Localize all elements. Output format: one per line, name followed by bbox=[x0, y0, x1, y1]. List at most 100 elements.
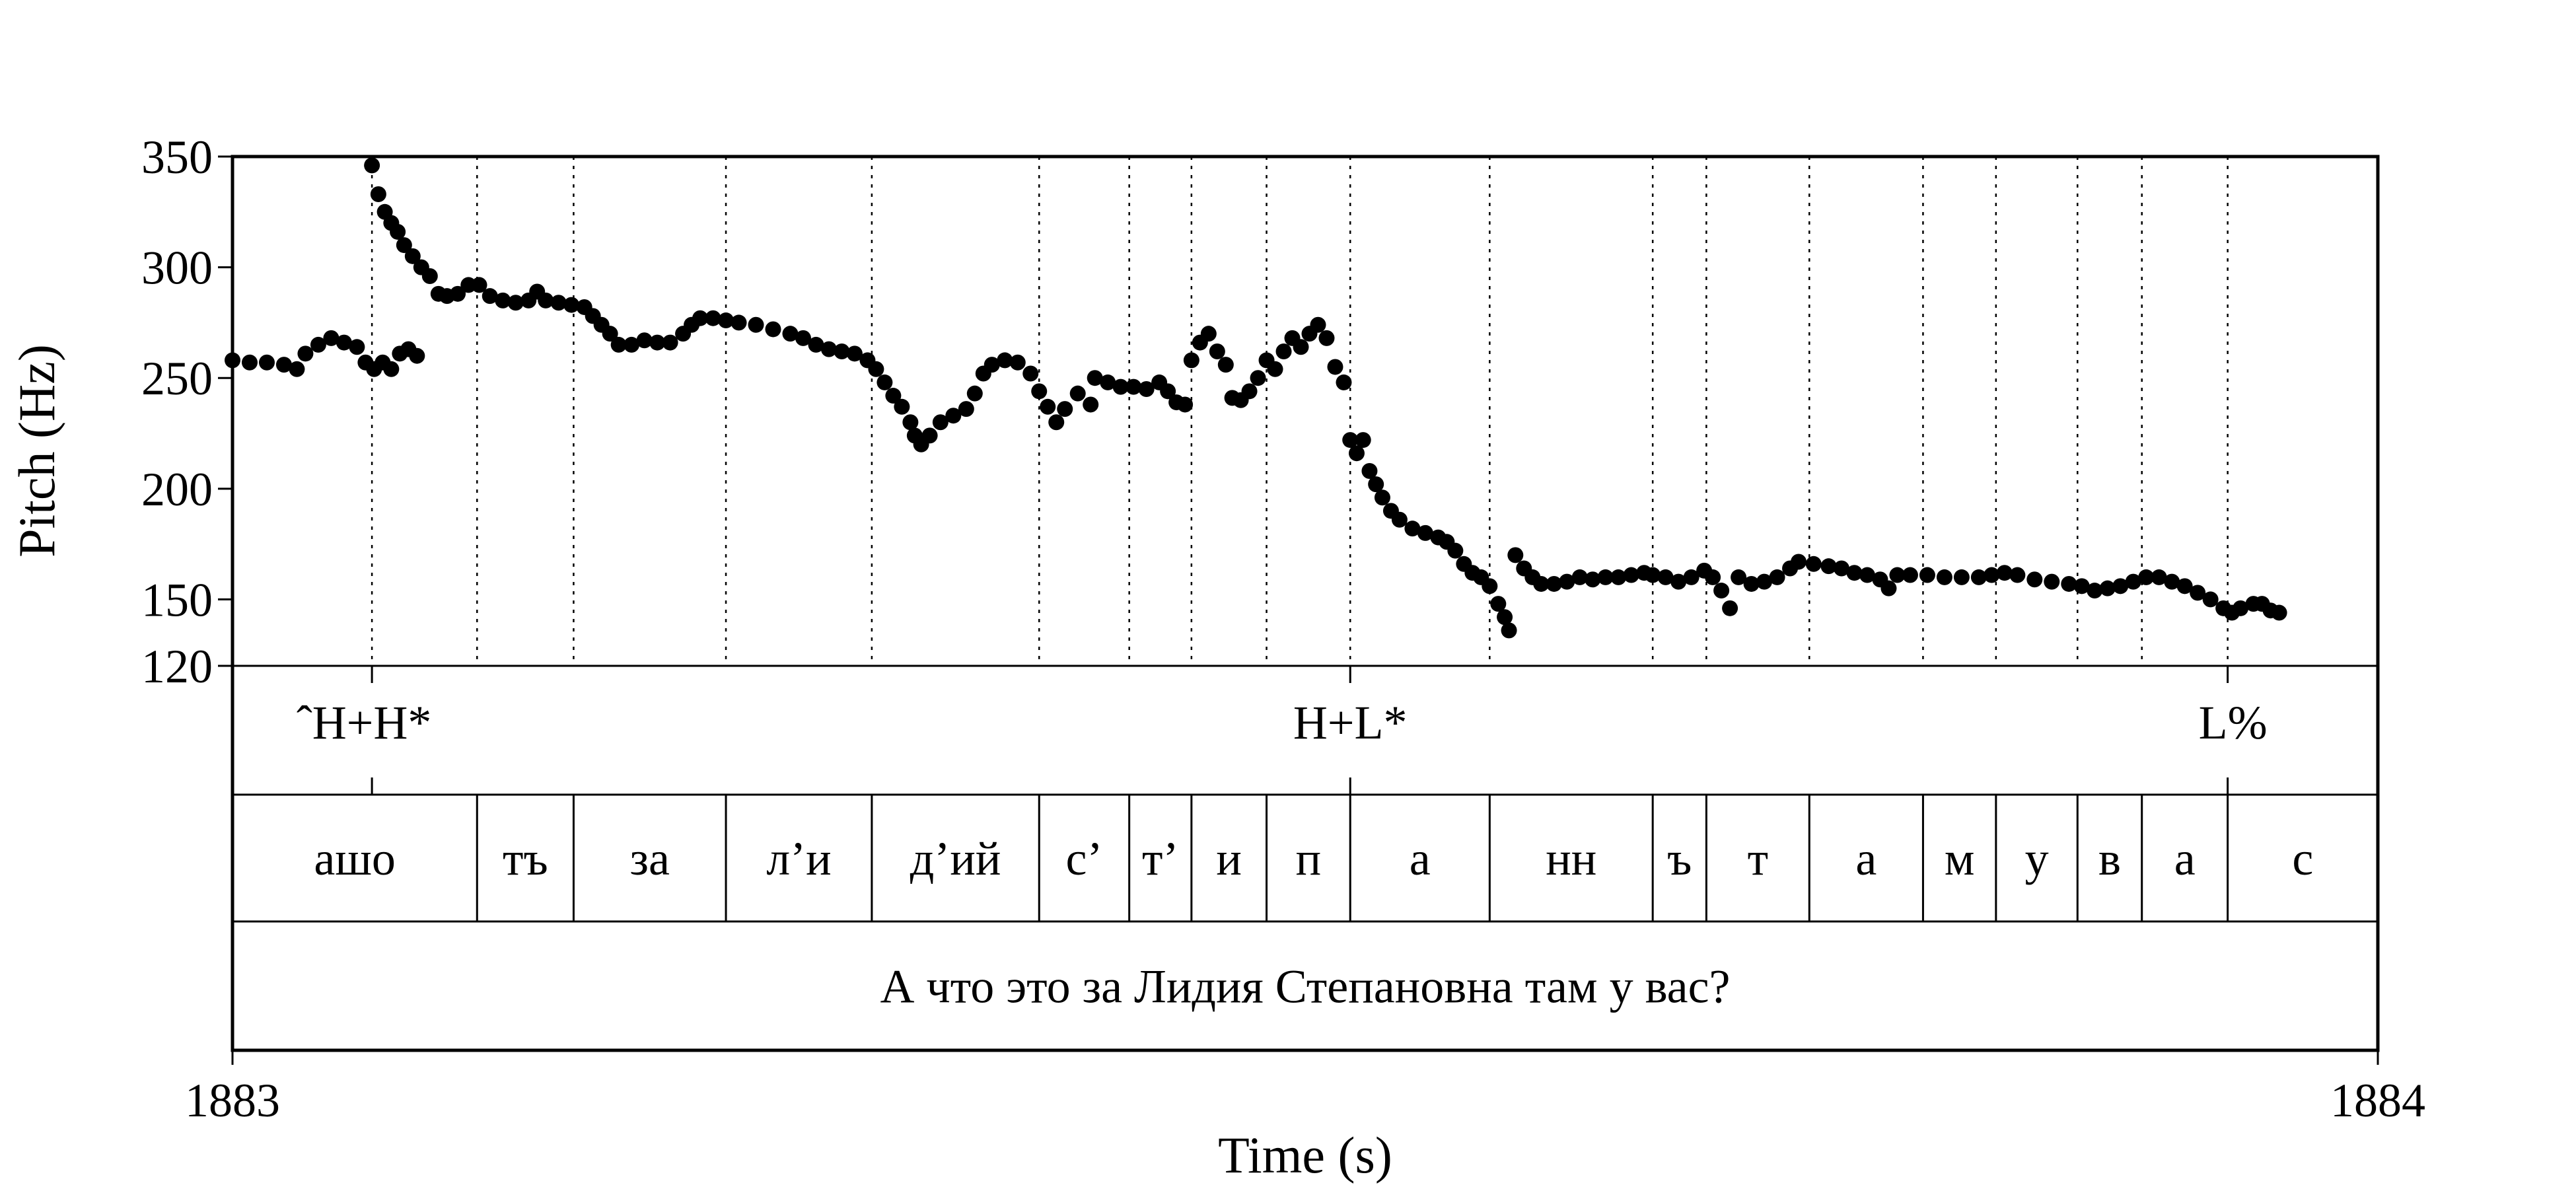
pitch-point bbox=[1250, 370, 1266, 386]
pitch-point bbox=[731, 314, 747, 331]
pitch-point bbox=[2138, 569, 2155, 585]
pitch-point bbox=[1057, 401, 1073, 417]
pitch-point bbox=[1623, 567, 1639, 583]
pitch-point bbox=[1022, 365, 1039, 382]
pitch-point bbox=[1936, 569, 1952, 585]
pitch-point bbox=[1177, 396, 1194, 413]
pitch-point bbox=[370, 186, 386, 202]
pitch-point bbox=[1342, 432, 1359, 449]
pitch-point bbox=[1705, 569, 1721, 585]
segment-label: м bbox=[1945, 832, 1975, 885]
segment-label: ъ bbox=[1667, 832, 1692, 885]
pitch-point bbox=[563, 297, 580, 313]
pitch-point bbox=[1919, 567, 1935, 583]
pitch-point bbox=[364, 157, 380, 174]
pitch-point bbox=[450, 285, 466, 302]
pitch-point bbox=[225, 352, 240, 369]
pitch-point bbox=[1501, 622, 1517, 639]
pitch-point bbox=[1209, 343, 1225, 359]
pitch-point bbox=[2026, 571, 2043, 588]
pitch-point bbox=[636, 332, 653, 349]
grid-and-tier-lines bbox=[231, 155, 2380, 1065]
pitch-point bbox=[1087, 370, 1103, 386]
pitch-point bbox=[1267, 361, 1283, 377]
pitch-point bbox=[1048, 414, 1065, 431]
pitch-point bbox=[383, 361, 400, 377]
pitch-point bbox=[1645, 567, 1661, 583]
pitch-point bbox=[471, 277, 487, 293]
pitch-point bbox=[1126, 378, 1142, 395]
y-tick-label: 300 bbox=[141, 242, 213, 295]
pitch-point bbox=[538, 292, 554, 308]
pitch-point bbox=[1585, 571, 1601, 588]
pitch-point bbox=[1368, 476, 1384, 493]
pitch-point bbox=[495, 292, 511, 308]
segment-label: д’ий bbox=[910, 832, 1001, 885]
pitch-point bbox=[1327, 359, 1343, 375]
pitch-point bbox=[1820, 558, 1837, 575]
segment-label: с’ bbox=[1065, 832, 1102, 885]
pitch-point bbox=[1670, 573, 1687, 590]
pitch-point bbox=[1482, 578, 1498, 594]
pitch-point bbox=[984, 357, 1000, 373]
pitch-point bbox=[2271, 604, 2287, 621]
pitch-point bbox=[1683, 569, 1699, 585]
pitch-point bbox=[902, 414, 919, 431]
pitch-point bbox=[1217, 357, 1234, 373]
pitch-point bbox=[997, 352, 1013, 369]
pitch-point bbox=[1846, 565, 1863, 581]
pitch-point bbox=[1756, 573, 1773, 590]
pitch-point bbox=[2176, 578, 2193, 594]
pitch-point bbox=[1138, 380, 1155, 397]
pitch-point bbox=[958, 401, 974, 417]
pitch-point bbox=[1404, 521, 1421, 537]
pitch-point bbox=[310, 336, 326, 353]
y-tick-label: 250 bbox=[141, 352, 213, 405]
segment-label: а bbox=[1855, 832, 1877, 885]
pitch-point bbox=[624, 336, 640, 353]
pitch-point bbox=[795, 330, 811, 346]
pitch-point bbox=[1731, 569, 1747, 585]
pitch-point bbox=[2061, 575, 2077, 592]
pitch-point bbox=[404, 248, 421, 264]
pitch-point bbox=[1031, 383, 1048, 400]
pitch-point bbox=[1533, 575, 1550, 592]
pitch-point bbox=[808, 336, 824, 353]
pitch-point bbox=[932, 414, 948, 431]
pitch-point bbox=[1391, 511, 1408, 528]
segment-label: п bbox=[1296, 832, 1322, 885]
pitch-point bbox=[1355, 432, 1371, 449]
pitch-point bbox=[323, 330, 340, 346]
pitch-point bbox=[1447, 542, 1464, 559]
pitch-point bbox=[1318, 330, 1335, 346]
pitch-point bbox=[2151, 569, 2167, 585]
pitch-point bbox=[289, 361, 305, 377]
pitch-point bbox=[2202, 591, 2219, 608]
y-tick-label: 350 bbox=[141, 131, 213, 184]
y-axis-ticks: 120 150 200 250 300 350 bbox=[141, 131, 233, 693]
pitch-point bbox=[2087, 583, 2103, 599]
pitch-point bbox=[2009, 567, 2026, 583]
pitch-point bbox=[1183, 352, 1199, 369]
pitch-point bbox=[602, 326, 618, 342]
tone-label-3: L% bbox=[2199, 696, 2268, 749]
pitch-point bbox=[921, 427, 938, 444]
pitch-point bbox=[1336, 374, 1352, 390]
segment-label: и bbox=[1216, 832, 1242, 885]
pitch-points bbox=[225, 157, 2287, 639]
pitch-point bbox=[2164, 573, 2180, 590]
pitch-point bbox=[748, 316, 764, 333]
pitch-point bbox=[1571, 569, 1588, 585]
pitch-point bbox=[1546, 575, 1562, 592]
pitch-point bbox=[1417, 524, 1433, 541]
pitch-point bbox=[241, 354, 258, 371]
segment-label: у bbox=[2025, 832, 2049, 885]
pitch-point bbox=[1160, 383, 1176, 400]
y-tick-label: 200 bbox=[141, 463, 213, 516]
pitch-point bbox=[258, 354, 275, 371]
pitch-point bbox=[2044, 573, 2060, 590]
pitch-point bbox=[409, 347, 425, 364]
pitch-point bbox=[396, 237, 412, 254]
plot-frame bbox=[231, 155, 2380, 1052]
